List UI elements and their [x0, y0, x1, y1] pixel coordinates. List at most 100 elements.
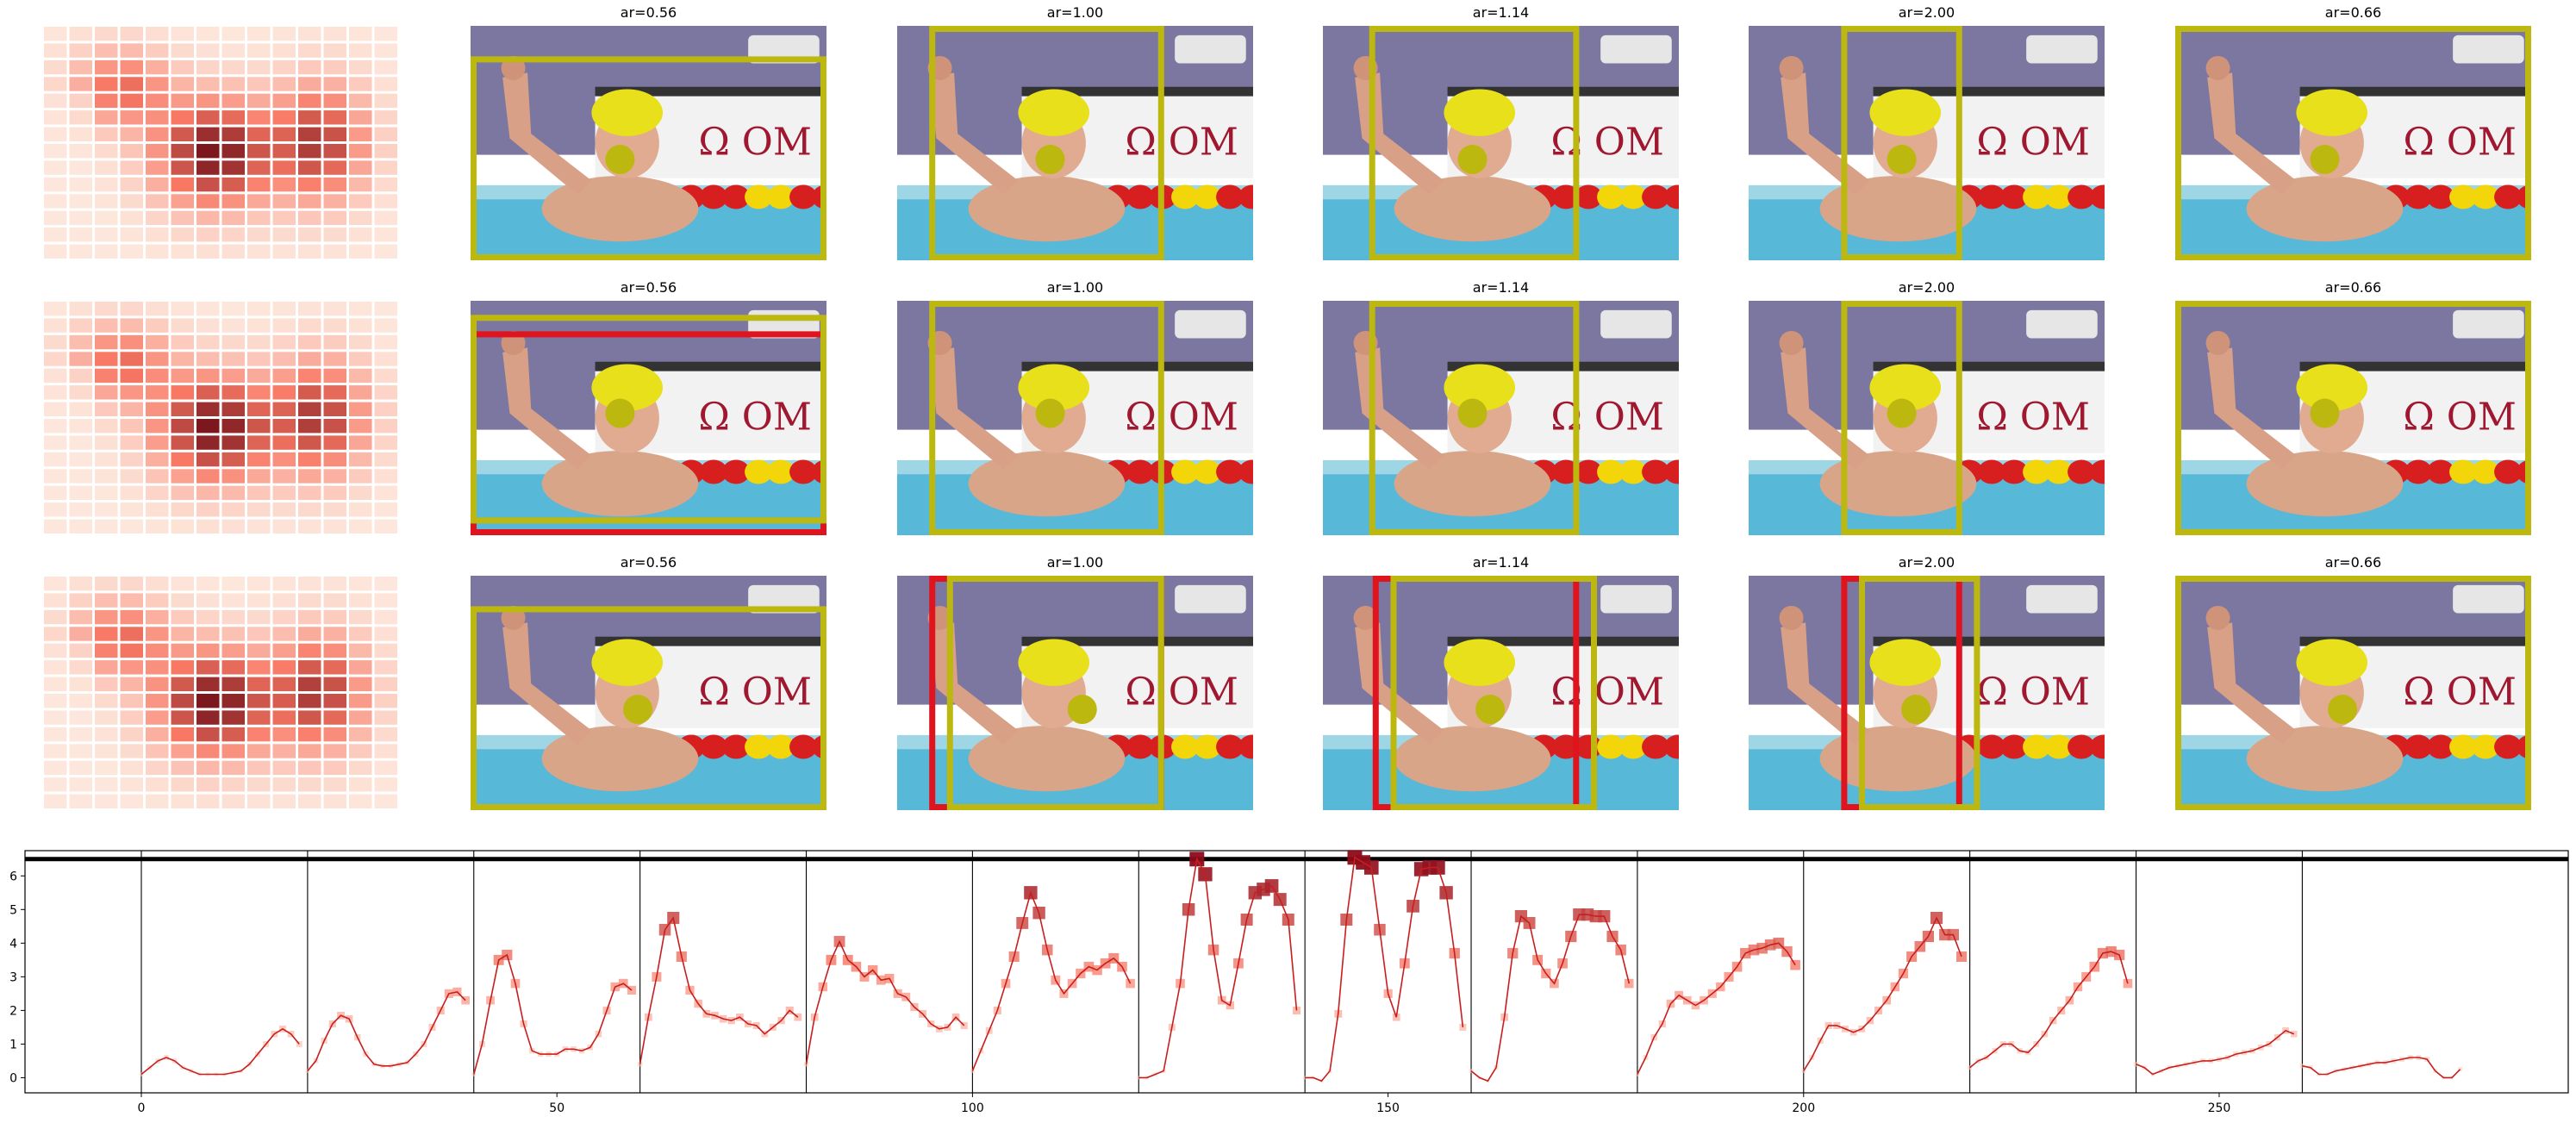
heatmap-cell: [69, 385, 92, 400]
heatmap-cell: [95, 760, 118, 776]
heatmap-cell: [69, 677, 92, 691]
photo-chairs: [2453, 34, 2524, 64]
heatmap-cell: [95, 59, 118, 75]
heatmap-cell: [95, 777, 118, 792]
heatmap-cell: [247, 419, 271, 434]
lane-rope-float: [2449, 734, 2478, 759]
heatmap-cell: [69, 144, 92, 159]
heatmap-cell: [247, 210, 271, 226]
photo-logo-text: Ω OM: [2403, 396, 2517, 440]
x-tick-label: 150: [1376, 1101, 1400, 1115]
heatmap-cell: [221, 694, 245, 708]
heatmap-cell: [146, 469, 169, 484]
heatmap-cell: [44, 402, 67, 416]
focus-point-dot: [605, 398, 635, 428]
heatmap-cell: [323, 519, 346, 533]
heatmap-cell: [44, 177, 67, 192]
y-tick-label: 0: [9, 1071, 17, 1085]
lane-rope-float: [2068, 184, 2096, 209]
swimmer-fist: [1779, 55, 1804, 80]
heatmap-cell: [146, 502, 169, 517]
photo-logo-text: Ω OM: [1125, 121, 1238, 165]
heatmap-cell: [69, 777, 92, 792]
heatmap-cell: [95, 435, 118, 450]
heatmap-cell: [44, 677, 67, 691]
heatmap-cell: [374, 627, 397, 641]
heatmap-cell: [171, 228, 194, 242]
heatmap-cell: [120, 777, 143, 792]
x-tick-label: 100: [961, 1101, 984, 1115]
heatmap-cell: [272, 727, 296, 742]
heatmap-cell: [298, 144, 321, 159]
heatmap-cell: [272, 419, 296, 434]
heatmap-cell: [171, 710, 194, 725]
heatmap-cell: [221, 77, 245, 91]
panel-title: ar=1.00: [1047, 279, 1103, 296]
heatmap-cell: [69, 77, 92, 91]
heatmap-cell: [374, 302, 397, 316]
lane-rope-float: [700, 184, 728, 209]
heatmap-cell: [69, 694, 92, 708]
heatmap-cell: [146, 577, 169, 591]
panel-title: ar=1.00: [1047, 4, 1103, 21]
heatmap-cell: [120, 727, 143, 742]
swimmer-photo: Ω OM: [1749, 26, 2105, 260]
heatmap-cell: [272, 144, 296, 159]
heatmap-cell: [44, 93, 67, 109]
heatmap-cell: [374, 177, 397, 192]
heatmap-cell: [44, 244, 67, 259]
heatmap-cell: [272, 127, 296, 141]
heatmap-cell: [120, 627, 143, 641]
photo-logo-text: Ω OM: [1976, 121, 2090, 165]
heatmap-cell: [146, 110, 169, 125]
heatmap-cell: [146, 402, 169, 416]
swimmer-cap: [591, 364, 664, 411]
heatmap-cell: [120, 93, 143, 109]
y-tick-label: 3: [9, 970, 17, 984]
heatmap-cell: [247, 744, 271, 758]
heatmap-cell: [272, 194, 296, 209]
heatmap-cell: [120, 334, 143, 350]
heatmap-cell: [171, 194, 194, 209]
heatmap-cell: [272, 77, 296, 91]
heatmap-cell: [323, 502, 346, 517]
heatmap-cell: [247, 318, 271, 333]
heatmap-cell: [146, 352, 169, 366]
heatmap-cell: [120, 577, 143, 591]
heatmap-cell: [221, 643, 245, 658]
heatmap-cell: [95, 334, 118, 350]
heatmap-cell: [95, 627, 118, 641]
heatmap-cell: [298, 419, 321, 434]
heatmap-cell: [95, 77, 118, 91]
photo-logo-text: Ω OM: [1976, 671, 2090, 714]
heatmap-cell: [298, 244, 321, 259]
series-line-segment: [1803, 916, 1962, 1072]
lane-rope-float: [1978, 734, 2006, 759]
heatmap-cell: [196, 435, 220, 450]
lane-rope-float: [767, 184, 795, 209]
heatmap-cell: [120, 710, 143, 725]
swimmer-raised-arm: [1781, 622, 1870, 745]
heatmap-cell: [120, 660, 143, 675]
heatmap-cell: [247, 194, 271, 209]
heatmap-cell: [44, 127, 67, 141]
heatmap-cell: [196, 352, 220, 366]
heatmap-cell: [44, 727, 67, 742]
photo-banner-rail: [595, 86, 826, 97]
heatmap-cell: [374, 402, 397, 416]
swimmer-cap: [1444, 364, 1516, 411]
swimmer-cap: [591, 89, 664, 136]
focus-point-dot: [2328, 695, 2358, 725]
photo-logo-text: Ω OM: [1125, 671, 1238, 714]
heatmap-cell: [221, 485, 245, 501]
lane-rope-float: [2023, 184, 2051, 209]
panel-r2-c3: Ω OM ar=1.00: [897, 279, 1253, 535]
heatmap-cell: [221, 318, 245, 333]
heatmap-cell: [374, 744, 397, 758]
swimmer-raised-arm: [1781, 72, 1870, 195]
heatmap-cell: [44, 194, 67, 209]
lane-rope-float: [745, 184, 773, 209]
heatmap-cell: [196, 27, 220, 41]
swimmer-photo: Ω OM: [471, 26, 826, 260]
heatmap-cell: [44, 502, 67, 517]
